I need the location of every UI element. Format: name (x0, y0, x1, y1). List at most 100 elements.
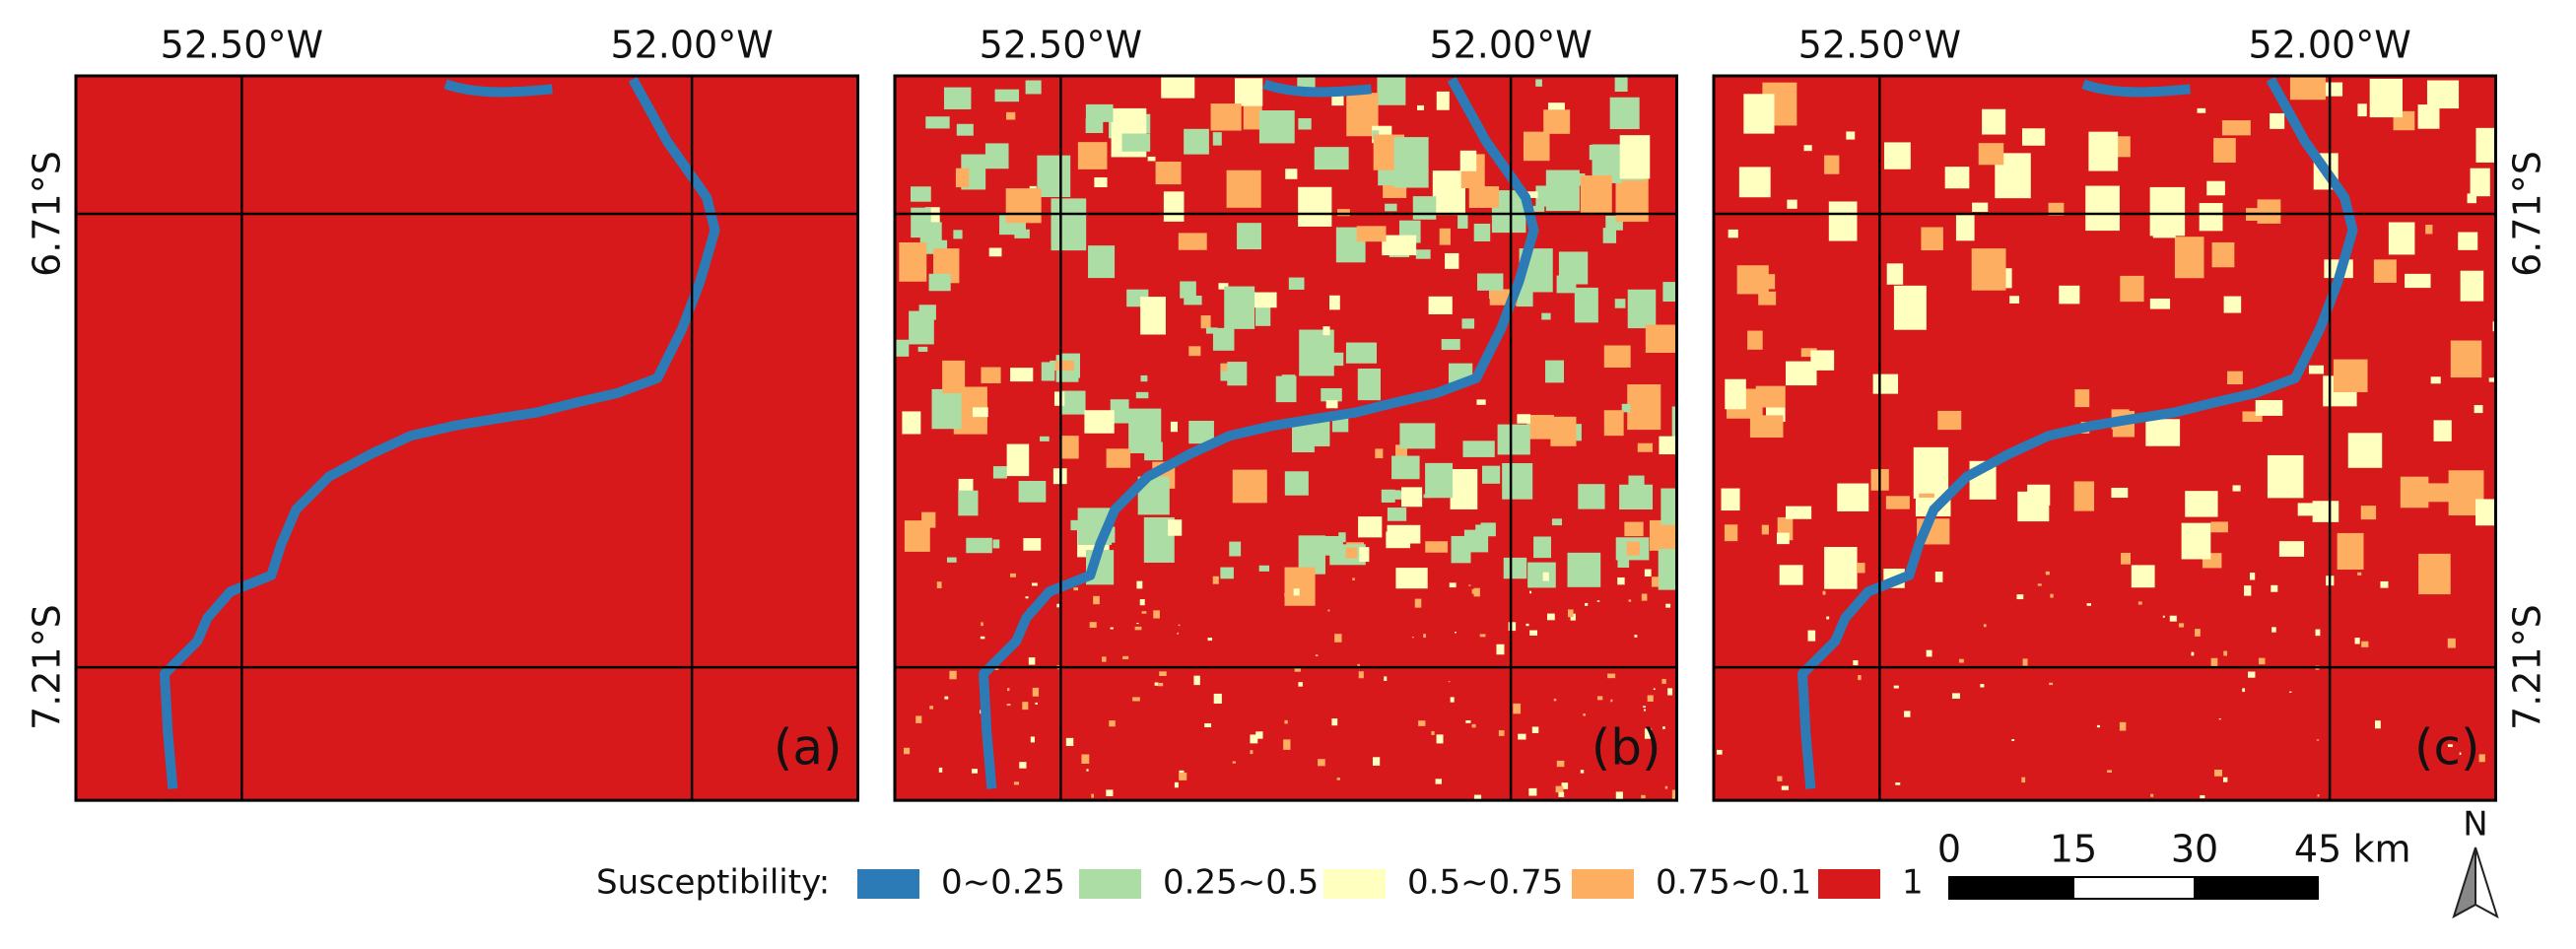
land-patch (1234, 78, 1263, 106)
land-patch (1853, 659, 1859, 666)
land-patch (2222, 777, 2228, 782)
land-patch (1609, 97, 1640, 130)
land-patch (2169, 615, 2177, 622)
land-patch (1014, 229, 1030, 238)
latitude-label: 7.21°S (2506, 604, 2549, 730)
land-patch (1561, 782, 1569, 789)
land-patch (994, 89, 1020, 102)
land-patch (1776, 532, 1790, 545)
land-patch (1574, 287, 1598, 323)
land-patch (1283, 739, 1291, 750)
land-patch (899, 241, 927, 282)
land-patch (1574, 173, 1586, 186)
land-patch (1327, 609, 1330, 612)
land-patch (1382, 235, 1417, 256)
land-patch (2120, 275, 2144, 303)
land-patch (1298, 682, 1303, 687)
longitude-label: 52.50°W (980, 24, 1142, 67)
land-patch (2149, 298, 2171, 309)
land-patch (1457, 213, 1468, 229)
land-patch (2009, 296, 2020, 304)
land-patch (1728, 229, 1738, 238)
land-patch (925, 116, 950, 129)
land-patch (936, 581, 942, 588)
land-patch (2195, 629, 2201, 637)
land-patch (909, 310, 934, 345)
land-patch (1336, 778, 1340, 780)
land-patch (2048, 202, 2065, 216)
land-patch (2447, 744, 2453, 747)
land-patch (2418, 553, 2451, 595)
legend-label: 0.75~0.1 (1656, 863, 1811, 903)
land-patch (2278, 541, 2305, 557)
land-patch (1955, 215, 1975, 241)
land-patch (1135, 391, 1149, 399)
land-patch (1205, 327, 1218, 334)
land-patch (1526, 415, 1554, 440)
land-patch (1725, 378, 1746, 410)
land-patch (2388, 222, 2415, 255)
land-patch (1824, 155, 1840, 174)
land-patch (1643, 706, 1647, 708)
land-patch (1653, 688, 1656, 691)
legend-swatch (857, 869, 919, 899)
land-patch (1089, 622, 1097, 629)
land-patch (1724, 524, 1738, 542)
land-patch (1325, 400, 1338, 409)
land-patch (1077, 142, 1108, 169)
land-patch (1110, 399, 1129, 424)
land-patch (2218, 718, 2221, 720)
land-patch (1258, 565, 1270, 572)
land-patch (2333, 359, 2368, 392)
land-patch (1462, 441, 1495, 457)
land-patch (1184, 296, 1202, 305)
land-patch (1084, 410, 1115, 434)
legend-label: 0.25~0.5 (1163, 863, 1319, 903)
land-patch (1959, 658, 1964, 663)
land-patch (1224, 286, 1255, 329)
longitude-label: 52.50°W (161, 24, 323, 67)
land-patch (2289, 691, 2292, 693)
land-patch (1221, 363, 1230, 372)
map-frame (74, 74, 859, 802)
land-patch (2297, 503, 2318, 516)
land-patch (2223, 650, 2228, 656)
land-patch (2470, 168, 2490, 197)
land-patch (1755, 385, 1786, 408)
land-patch (2213, 138, 2236, 164)
land-patch (1761, 524, 1769, 535)
land-patch (2459, 752, 2462, 755)
land-patch (904, 747, 911, 755)
land-patch (1803, 145, 1812, 152)
land-patch (2135, 580, 2139, 585)
land-patch (2200, 794, 2205, 799)
land-patch (1293, 588, 1300, 596)
land-patch (2417, 104, 2440, 129)
land-patch (1054, 360, 1074, 371)
land-patch (1010, 368, 1034, 382)
land-patch (2227, 371, 2243, 385)
land-patch (1073, 587, 1079, 591)
land-patch (1395, 444, 1408, 461)
land-patch (2249, 573, 2256, 580)
land-patch (1437, 185, 1448, 196)
land-patch (956, 123, 974, 136)
land-patch (1013, 781, 1020, 785)
land-patch (1051, 198, 1087, 251)
land-patch (1093, 595, 1100, 605)
land-patch (942, 360, 966, 394)
land-patch (1556, 760, 1565, 768)
land-patch (902, 411, 921, 435)
land-patch (1468, 584, 1471, 586)
land-patch (1523, 131, 1550, 162)
land-patch (1030, 736, 1036, 743)
land-patch (2267, 454, 2304, 499)
land-patch (1155, 161, 1182, 185)
land-patch (944, 696, 949, 700)
legend-label: 0~0.25 (941, 863, 1065, 903)
legend-swatch (1323, 869, 1386, 899)
land-patch (1926, 649, 1932, 657)
land-patch (1736, 265, 1769, 295)
land-patch (1384, 676, 1388, 681)
land-patch (992, 539, 1000, 549)
